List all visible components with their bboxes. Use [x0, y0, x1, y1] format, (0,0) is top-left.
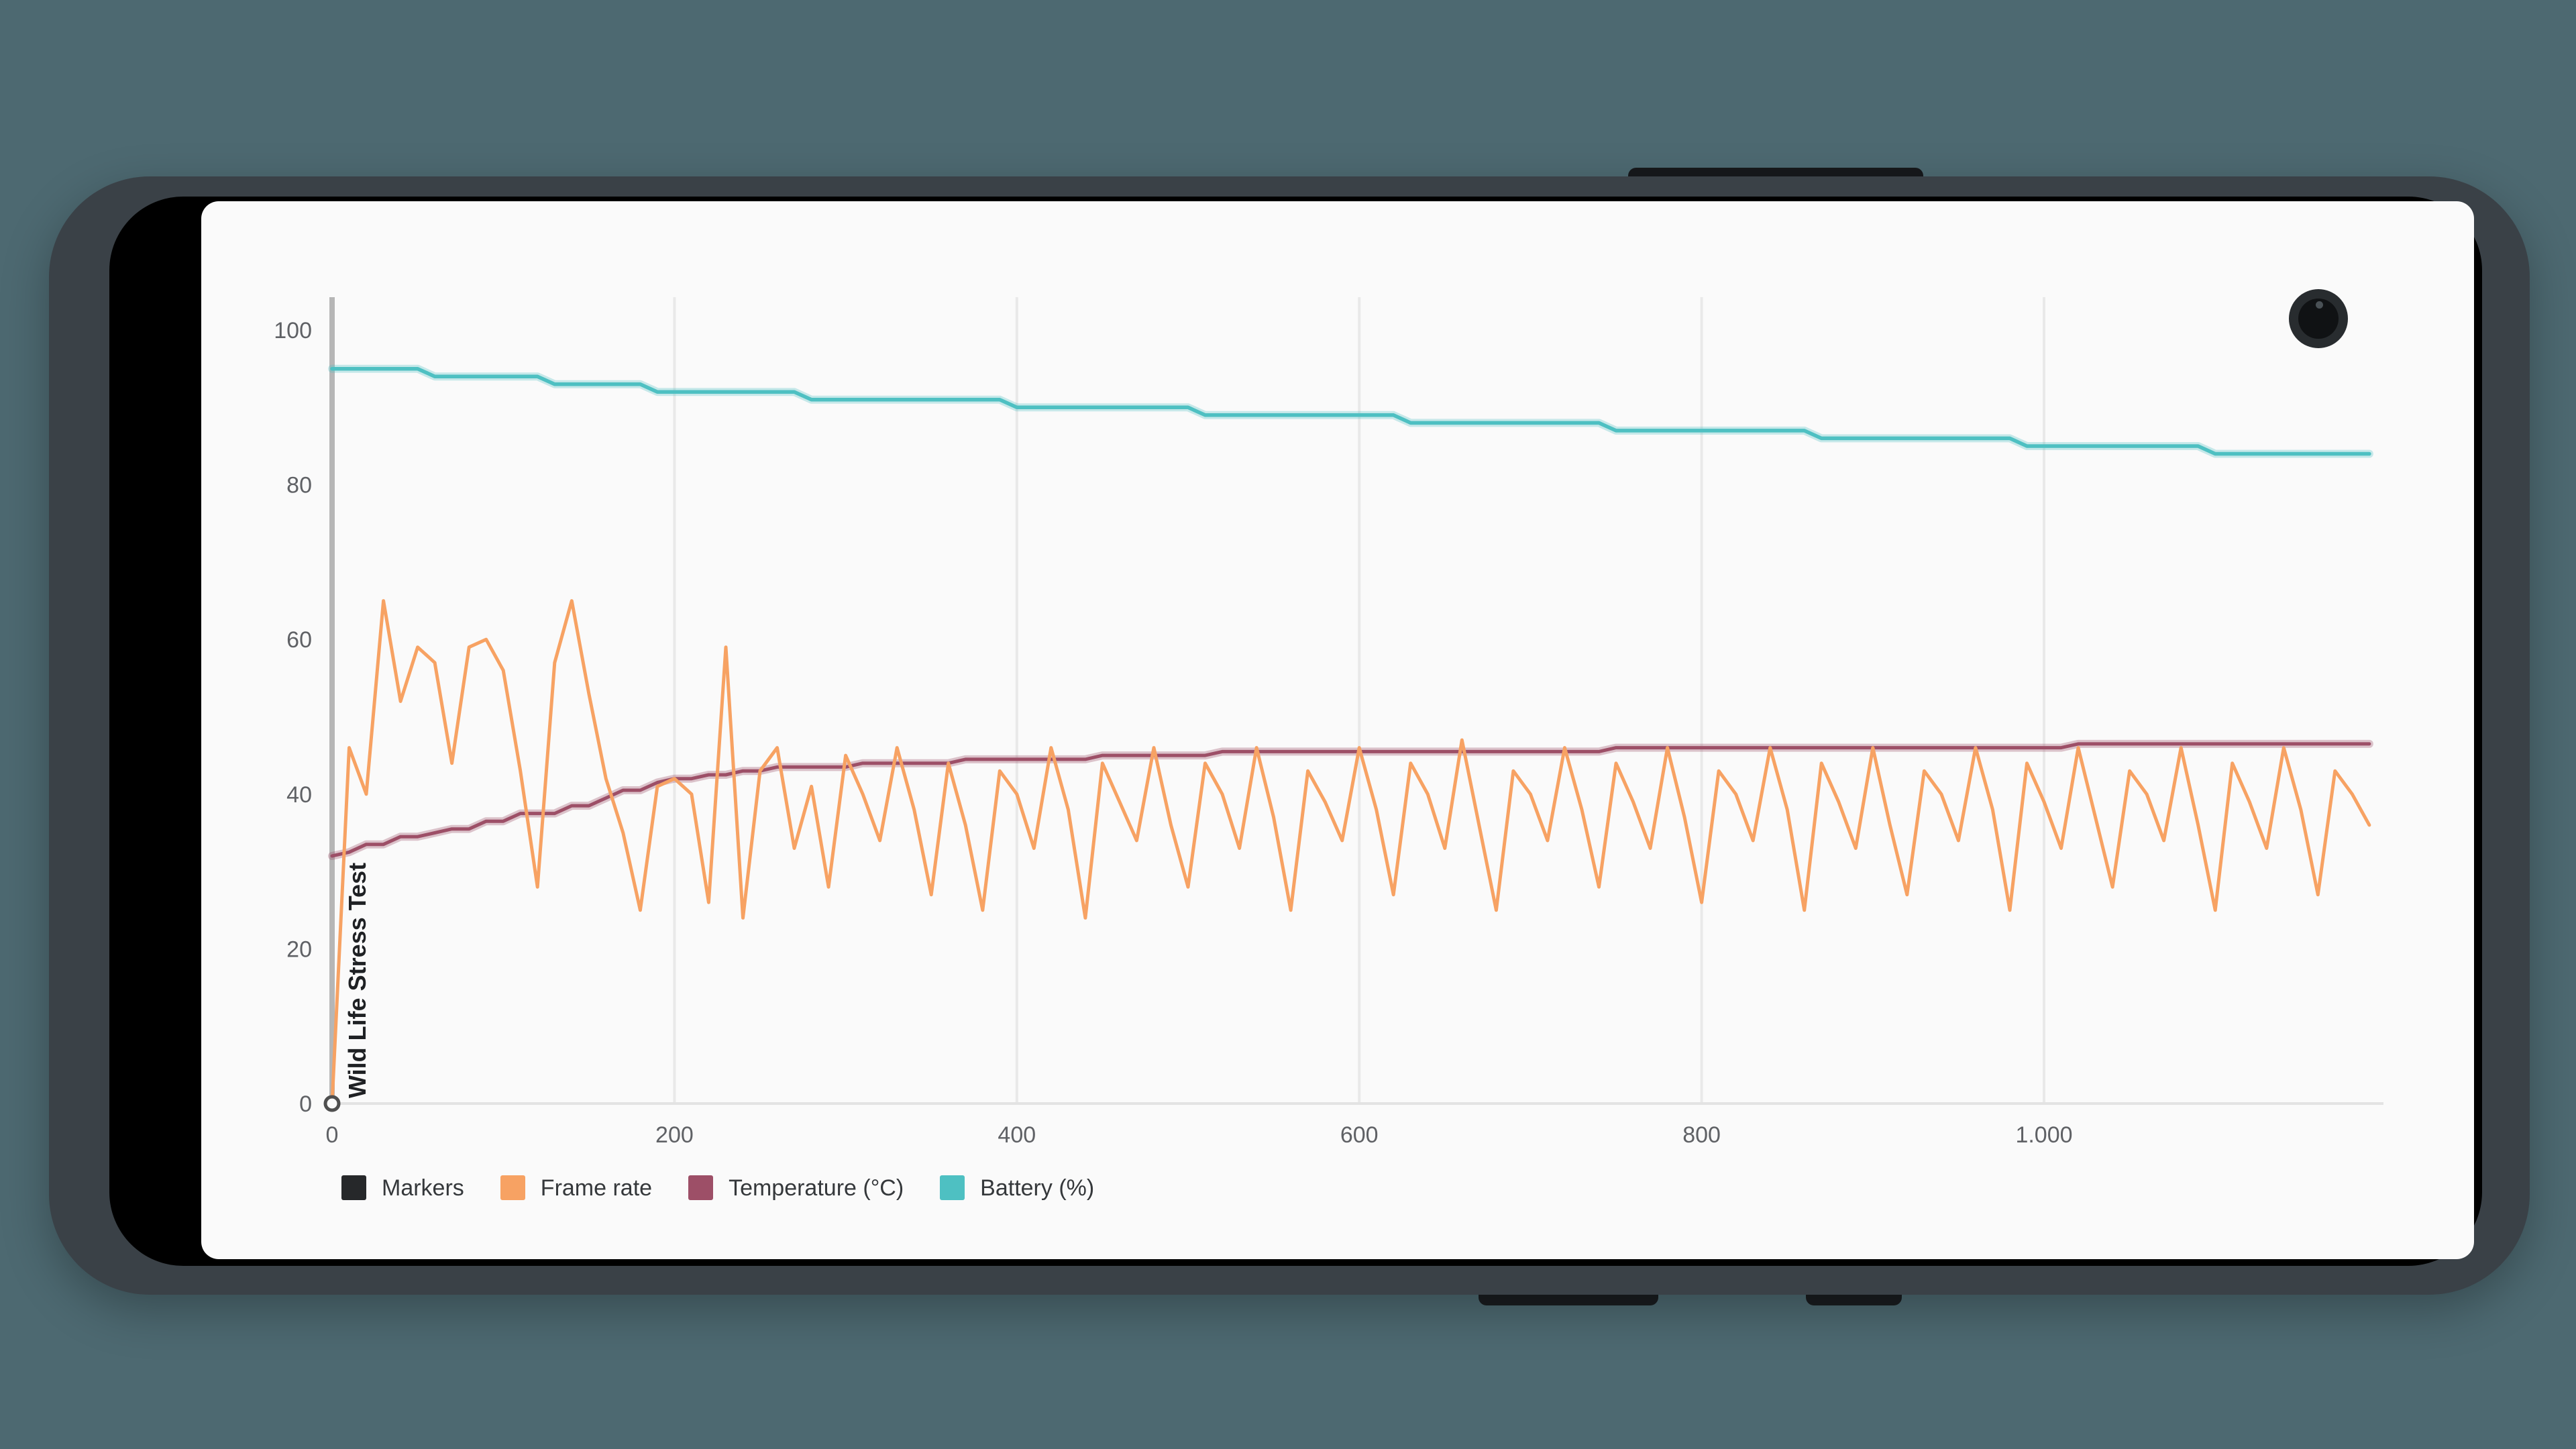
legend-label: Markers [382, 1175, 464, 1201]
x-tick-label: 400 [998, 1122, 1036, 1148]
marker-label: Wild Life Stress Test [343, 863, 371, 1098]
y-tick-label: 80 [286, 473, 312, 498]
legend-item-markers[interactable]: Markers [341, 1175, 464, 1200]
screen-bezel: Wild Life Stress Test 100 80 60 40 20 0 0 200 400… [109, 197, 2482, 1266]
y-tick-label: 60 [286, 627, 312, 653]
phone-body: Wild Life Stress Test 100 80 60 40 20 0 0 200 400… [49, 176, 2530, 1295]
legend-item-frame-rate[interactable]: Frame rate [500, 1175, 652, 1200]
battery-swatch-icon [940, 1175, 965, 1200]
x-tick-label: 600 [1340, 1122, 1379, 1148]
y-tick-label: 20 [286, 936, 312, 962]
screen: Wild Life Stress Test 100 80 60 40 20 0 0 200 400… [201, 201, 2474, 1259]
punch-hole-camera [2289, 289, 2348, 348]
marker-point [323, 1095, 341, 1112]
frame-rate-line [330, 599, 2371, 1106]
y-tick-label: 40 [286, 782, 312, 808]
chart-legend: Markers Frame rate Temperature (°C) [341, 1175, 1094, 1200]
x-tick-label: 0 [326, 1122, 339, 1148]
battery-line [330, 366, 2371, 456]
y-tick-label: 100 [274, 318, 312, 343]
legend-item-battery[interactable]: Battery (%) [940, 1175, 1094, 1200]
camera-glint [2316, 301, 2323, 309]
battery-line-halo [328, 364, 2373, 458]
phone-frame: Wild Life Stress Test 100 80 60 40 20 0 0 200 400… [49, 168, 2530, 1308]
y-tick-label: 0 [299, 1091, 312, 1117]
temperature-swatch-icon [688, 1175, 714, 1200]
legend-label: Battery (%) [980, 1175, 1095, 1201]
markers-swatch-icon [341, 1175, 366, 1200]
x-tick-label: 800 [1682, 1122, 1721, 1148]
legend-item-temperature[interactable]: Temperature (°C) [688, 1175, 904, 1200]
frame-rate-swatch-icon [500, 1175, 525, 1200]
x-tick-label: 1.000 [2015, 1122, 2072, 1148]
legend-label: Frame rate [540, 1175, 653, 1201]
legend-label: Temperature (°C) [729, 1175, 904, 1201]
x-tick-label: 200 [655, 1122, 694, 1148]
